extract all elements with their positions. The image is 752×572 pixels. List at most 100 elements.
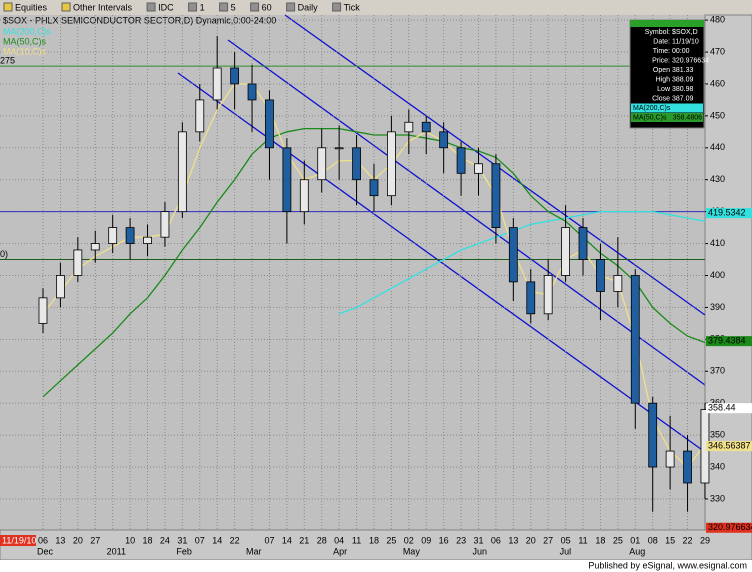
candle-body xyxy=(456,147,466,174)
x-tick-label: 15 xyxy=(665,535,675,545)
x-tick-label: 25 xyxy=(386,535,396,545)
x-month-label: Jul xyxy=(560,546,572,556)
x-tick-label: 11 xyxy=(578,535,587,545)
x-tick-label: 18 xyxy=(369,535,379,545)
x-tick-label: 31 xyxy=(177,535,187,545)
legend-entry: MA(50,C)s xyxy=(3,36,47,46)
data-window-value: 358.4806 xyxy=(673,114,702,121)
toolbar-icon xyxy=(3,2,13,12)
plot-bg xyxy=(0,15,705,530)
candle-body xyxy=(265,99,274,149)
value-tag-bg xyxy=(706,441,752,452)
candle-body xyxy=(73,249,83,276)
data-window-label: Open xyxy=(653,67,670,74)
x-tick-label: 23 xyxy=(456,535,466,545)
x-tick-label: 14 xyxy=(282,535,292,545)
y-tick-label: 390 xyxy=(710,302,725,312)
candle-body xyxy=(56,275,65,299)
data-window-ma-bg xyxy=(631,113,703,122)
data-window-label: Time: xyxy=(653,48,670,55)
x-month-label: Jun xyxy=(473,546,488,556)
candle-body xyxy=(334,147,344,150)
candle-body xyxy=(491,163,501,229)
x-tick-label: 05 xyxy=(561,535,571,545)
data-window-label: Date: xyxy=(653,38,670,45)
toolbar-button[interactable]: Daily xyxy=(298,2,319,12)
candle-body xyxy=(613,275,623,292)
y-tick-label: 350 xyxy=(710,429,725,439)
data-window-value: 380.98 xyxy=(672,86,694,93)
x-tick-label: 07 xyxy=(264,535,274,545)
x-axis-panel xyxy=(0,529,752,561)
toolbar-button[interactable]: 60 xyxy=(262,2,272,12)
data-window-label: Close xyxy=(652,95,670,102)
moving-average xyxy=(338,210,706,315)
y-tick-label: 470 xyxy=(710,46,725,56)
candle-body xyxy=(683,450,692,484)
y-tick-label: 360 xyxy=(710,398,725,408)
candle-body xyxy=(195,99,205,133)
toolbar-button[interactable]: 1 xyxy=(200,2,205,12)
x-tick-label: 20 xyxy=(526,535,536,545)
value-tag: 320.976634 xyxy=(708,522,752,532)
value-tag-bg xyxy=(706,336,752,347)
value-tag-bg xyxy=(706,403,752,414)
x-tick-label: 06 xyxy=(38,535,48,545)
moving-average xyxy=(42,127,706,398)
legend-entry: MA(10,C)s xyxy=(3,46,47,56)
toolbar-icon xyxy=(61,2,71,12)
reference-label: 275 xyxy=(0,55,15,65)
candle-body xyxy=(299,179,309,213)
candle-body xyxy=(474,163,483,174)
x-month-label: Aug xyxy=(629,546,645,556)
toolbar-button[interactable]: 5 xyxy=(231,2,236,12)
x-tick-label: 20 xyxy=(73,535,83,545)
y-tick-label: 340 xyxy=(710,461,725,471)
data-window-value: 00:00 xyxy=(672,48,690,55)
trendline xyxy=(227,39,706,386)
toolbar-button[interactable]: Equities xyxy=(15,2,48,12)
x-tick-label: 27 xyxy=(90,535,100,545)
data-window-header xyxy=(630,20,704,27)
candle-body xyxy=(143,236,152,244)
x-tick-label: 31 xyxy=(473,535,483,545)
candle-body xyxy=(247,83,257,101)
x-tick-label: 18 xyxy=(143,535,153,545)
candle-body xyxy=(386,131,396,197)
candle-body xyxy=(596,259,605,292)
x-month-label: Mar xyxy=(246,546,262,556)
footer: Published by eSignal, www.esignal.com xyxy=(588,560,747,570)
toolbar-button[interactable]: Tick xyxy=(344,2,361,12)
toolbar-button[interactable]: Other Intervals xyxy=(73,2,133,12)
candle-body xyxy=(561,227,570,276)
data-window-value: 381.33 xyxy=(672,67,694,74)
data-window-label: Symbol: xyxy=(645,29,670,36)
data-window-value: 387.09 xyxy=(672,95,694,102)
candle-body xyxy=(282,147,292,213)
candle-body xyxy=(352,147,361,181)
candle-body xyxy=(125,227,135,244)
y-tick-label: 480 xyxy=(710,14,725,24)
data-window-label: MA(50,C)s xyxy=(633,114,667,121)
toolbar-button[interactable]: IDC xyxy=(158,2,174,12)
x-tick-label: 27 xyxy=(543,535,553,545)
x-tick-label: 09 xyxy=(421,535,431,545)
x-tick-label: 22 xyxy=(683,535,693,545)
y-tick-label: 450 xyxy=(710,110,725,120)
data-window-ma-bg xyxy=(631,103,703,113)
x-tick-label: 01 xyxy=(630,535,640,545)
candle-body xyxy=(421,121,431,133)
legend-entry: MA(200,C)s xyxy=(3,26,52,36)
candle-body xyxy=(648,402,658,468)
candle-body xyxy=(404,121,414,133)
candle-body xyxy=(543,275,553,315)
candle-body xyxy=(212,67,222,101)
x-tick-label: 11 xyxy=(352,535,361,545)
x-tick-label: 13 xyxy=(55,535,65,545)
value-tag: 346.56387 xyxy=(708,440,751,450)
data-window-label: MA(200,C)s xyxy=(633,105,671,112)
x-tick-label: 24 xyxy=(160,535,170,545)
x-tick-label: 02 xyxy=(404,535,414,545)
x-month-label: May xyxy=(403,546,421,556)
toolbar-icon xyxy=(332,2,342,12)
